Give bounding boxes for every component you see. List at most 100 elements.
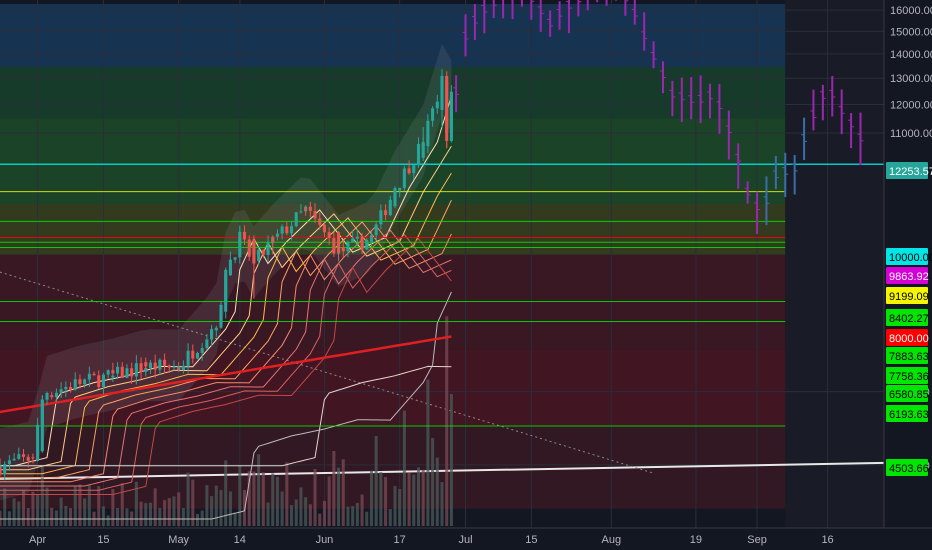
volume-bar — [158, 507, 162, 526]
time-tick-label: Jun — [316, 534, 334, 546]
volume-bar — [87, 485, 91, 526]
price-tick-label: 15000.00 — [890, 26, 932, 38]
volume-bars — [0, 316, 453, 526]
time-tick-label: Aug — [601, 534, 621, 546]
volume-bar — [290, 505, 294, 526]
volume-bar — [106, 515, 110, 526]
candle-body — [83, 379, 87, 385]
level-tag-label: 7883.63 — [889, 351, 929, 363]
candle-body — [294, 212, 298, 227]
candle-body — [233, 257, 237, 260]
candle-body — [0, 465, 2, 475]
price-tick-label: 16000.00 — [890, 5, 932, 17]
candle-body — [421, 142, 425, 158]
ma-line-long — [0, 365, 452, 467]
volume-bar — [299, 487, 303, 526]
volume-bar — [304, 497, 308, 526]
candle-body — [144, 362, 148, 367]
candle-body — [200, 348, 204, 353]
candle-body — [172, 366, 176, 368]
volume-bar — [12, 498, 16, 526]
volume-bar — [426, 379, 430, 526]
time-tick-label: 14 — [234, 534, 246, 546]
candle-body — [384, 210, 388, 216]
candle-body — [214, 327, 218, 331]
volume-bar — [78, 484, 82, 526]
candle-body — [191, 350, 195, 359]
volume-bar — [181, 507, 185, 526]
volume-bar — [125, 508, 129, 526]
volume-bar — [337, 467, 341, 526]
volume-bar — [271, 473, 275, 526]
volume-bar — [134, 481, 138, 526]
volume-bar — [50, 507, 54, 526]
candle-body — [445, 80, 449, 134]
level-tag — [886, 405, 928, 422]
candle-body — [351, 238, 355, 243]
volume-bar — [214, 485, 218, 526]
volume-bar — [219, 489, 223, 526]
candle-body — [120, 366, 124, 378]
volume-bar — [26, 508, 30, 526]
volume-bar — [21, 489, 26, 526]
volume-bar — [355, 502, 359, 526]
candle-body — [31, 457, 35, 459]
candle-body — [261, 250, 265, 255]
level-tag-label: 9199.09 — [889, 291, 929, 303]
candle-body — [304, 209, 308, 211]
candle-body — [69, 386, 73, 390]
candle-body — [365, 239, 369, 250]
level-tag-label: 7758.36 — [889, 371, 929, 383]
level-tag — [886, 248, 928, 265]
volume-bar — [257, 454, 261, 526]
volume-bar — [210, 496, 214, 526]
candle-body — [205, 339, 209, 349]
candle-body — [318, 218, 322, 225]
volume-bar — [341, 459, 345, 526]
ma-line — [0, 233, 452, 491]
candle-body — [252, 239, 256, 264]
volume-bar — [64, 505, 68, 526]
candle-body — [12, 458, 16, 461]
candle-body — [369, 237, 373, 242]
volume-bar — [431, 438, 435, 526]
volume-bar — [351, 506, 355, 526]
candle-body — [45, 392, 49, 400]
future-area — [785, 0, 884, 528]
candle-body — [337, 232, 341, 253]
candle-body — [21, 454, 26, 457]
candle-body — [130, 368, 134, 377]
fib-band — [0, 67, 786, 119]
ma-line — [0, 229, 452, 487]
candle-body — [0, 465, 2, 467]
candle-body — [163, 359, 167, 366]
price-tick-label: 14000.00 — [890, 49, 932, 61]
volume-bar — [332, 451, 336, 526]
volume-bar — [261, 472, 265, 526]
volume-bar — [228, 491, 232, 526]
volume-bar — [148, 502, 152, 526]
candle-body — [59, 389, 63, 393]
level-tag — [886, 385, 928, 402]
candle-body — [341, 247, 345, 252]
candle-body — [139, 363, 143, 372]
level-tag — [886, 162, 928, 179]
candle-body — [210, 329, 214, 335]
volume-bar — [421, 469, 425, 526]
candle-body — [242, 231, 247, 240]
volume-bar — [322, 500, 326, 526]
volume-bar — [252, 471, 256, 526]
volume-bar — [238, 465, 242, 526]
candle-body — [313, 210, 317, 219]
volume-bar — [449, 393, 453, 526]
level-tag-label: 4503.66 — [889, 463, 929, 475]
volume-bar — [191, 479, 195, 526]
candle-body — [144, 367, 148, 372]
time-axis-bg — [0, 528, 932, 550]
ma-line-long — [0, 335, 452, 414]
candle-body — [111, 375, 115, 378]
volume-bar — [120, 483, 124, 526]
candle-body — [101, 374, 105, 387]
candle-body — [111, 370, 115, 374]
